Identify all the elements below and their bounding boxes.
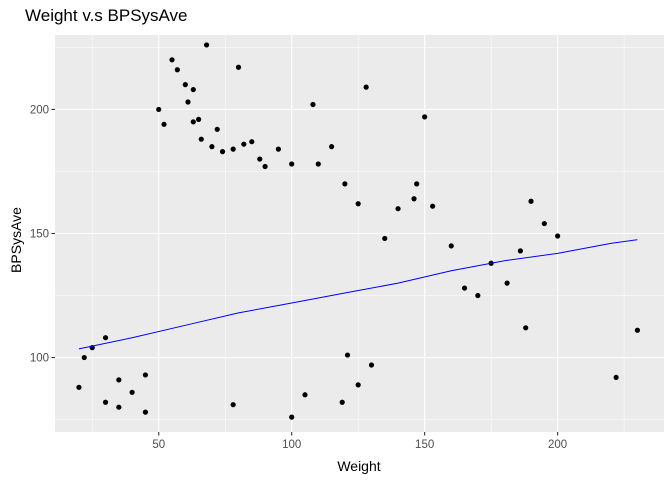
data-point — [185, 99, 191, 105]
data-point — [368, 362, 375, 368]
y-tick-label: 100 — [30, 353, 49, 365]
data-point — [129, 389, 135, 395]
data-point — [214, 126, 220, 132]
data-point — [289, 414, 295, 420]
data-point — [517, 248, 523, 254]
data-points — [76, 42, 641, 420]
data-point — [555, 233, 561, 239]
data-point — [461, 285, 468, 291]
axis-ticks — [51, 108, 559, 436]
data-point — [230, 402, 236, 408]
data-point — [411, 196, 417, 202]
data-point — [182, 82, 188, 88]
data-point — [116, 377, 122, 383]
data-point — [422, 114, 428, 120]
x-tick-label: 150 — [415, 439, 434, 451]
data-point — [613, 374, 619, 381]
data-point — [142, 372, 149, 378]
data-point — [156, 106, 162, 113]
x-tick-label: 200 — [548, 439, 567, 451]
axis-tick-labels: 50 100 150 200 100 150 200 — [30, 104, 567, 451]
data-point — [235, 64, 242, 70]
data-point — [209, 144, 215, 150]
data-point — [249, 139, 255, 145]
data-point — [219, 149, 226, 155]
y-tick-label: 200 — [30, 104, 49, 116]
data-point — [142, 409, 149, 415]
data-point — [315, 161, 321, 167]
data-point — [363, 84, 369, 90]
data-point — [382, 235, 388, 242]
data-point — [355, 382, 361, 388]
major-gridlines — [55, 35, 664, 432]
data-point — [414, 181, 420, 187]
data-point — [342, 181, 348, 187]
data-point — [196, 116, 202, 122]
data-point — [448, 243, 454, 249]
data-point — [116, 404, 122, 410]
data-point — [328, 144, 335, 150]
data-point — [230, 146, 236, 152]
data-point — [430, 203, 436, 209]
data-point — [262, 163, 268, 170]
data-point — [475, 292, 481, 299]
data-point — [102, 399, 109, 405]
data-point — [634, 327, 641, 333]
data-point — [203, 42, 210, 48]
chart-title: Weight v.s BPSysAve — [25, 6, 188, 25]
x-axis-title: Weight — [337, 458, 380, 474]
data-point — [310, 101, 316, 108]
data-point — [339, 399, 345, 405]
data-point — [275, 146, 281, 152]
trend-line — [78, 239, 638, 350]
data-point — [169, 57, 175, 63]
data-point — [81, 354, 87, 361]
data-point — [395, 206, 401, 212]
y-axis-title: BPSysAve — [8, 207, 24, 273]
data-point — [541, 220, 547, 227]
data-point — [76, 384, 82, 390]
x-tick-label: 50 — [152, 439, 165, 451]
data-point — [102, 335, 109, 341]
data-point — [190, 86, 196, 93]
data-point — [344, 352, 351, 358]
data-point — [257, 156, 263, 162]
data-point — [528, 198, 534, 204]
data-point — [198, 136, 204, 142]
data-point — [355, 201, 361, 207]
x-tick-label: 100 — [282, 439, 301, 451]
data-point — [161, 121, 167, 127]
trend-line-layer — [78, 239, 638, 350]
y-tick-label: 150 — [30, 229, 49, 241]
data-point — [289, 161, 295, 167]
data-point — [174, 67, 180, 73]
data-point — [241, 141, 247, 147]
data-point — [190, 119, 196, 125]
data-point — [523, 325, 529, 331]
data-point — [504, 280, 510, 286]
data-point — [302, 392, 308, 398]
